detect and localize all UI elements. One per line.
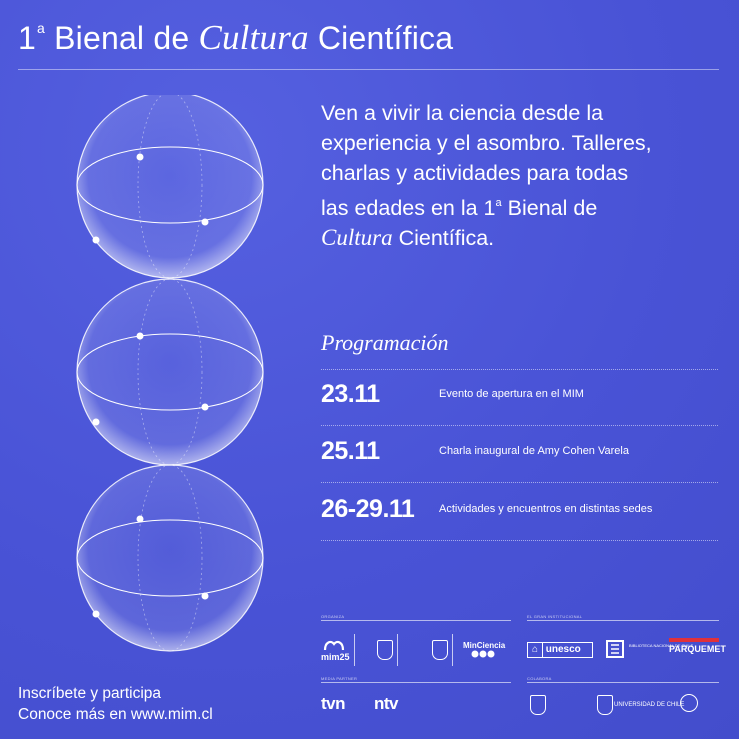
event-description: Evento de apertura en el MIM [439,388,584,400]
event-row: 26-29.11 Actividades y encuentros en dis… [321,491,718,531]
intro-text: Ven a vivir la ciencia desde la experien… [321,101,652,250]
event-row: 25.11 Charla inaugural de Amy Cohen Vare… [321,433,718,473]
page-title: 1a Bienal de Cultura Científica [18,18,454,57]
university-seal-icon [680,694,698,712]
colabora-label: COLABORA [527,676,552,681]
sponsor-divider [527,620,719,621]
uchile-logo: UNIVERSIDAD DE CHILE [614,702,685,708]
sphere-2 [76,278,264,466]
program-divider [321,369,718,370]
event-date: 25.11 [321,437,380,465]
sponsor-divider [321,620,511,621]
gov-crest-icon [432,640,448,660]
program-divider [321,540,718,541]
sponsor-divider [321,682,511,683]
program-divider [321,482,718,483]
logo-separator [397,634,398,666]
gov-crest-icon [377,640,393,660]
cta-link[interactable]: Conoce más en www.mim.cl [18,706,213,723]
program-heading: Programación [321,330,449,355]
spheres-illustration [76,95,264,652]
parquemet-logo: PARQUEMET [669,638,726,654]
minciencia-logo: MinCiencia [463,641,505,658]
tvn-logo: TVN [321,694,346,713]
event-description: Charla inaugural de Amy Cohen Varela [439,445,629,457]
media-partner-label: MEDIA PARTNER [321,676,358,681]
sphere-1 [76,95,264,279]
uchile-crest-icon [597,695,613,715]
sphere-3 [76,464,264,652]
university-crest-icon [530,695,546,715]
organiza-label: ORGANIZA [321,614,345,619]
ntv-logo: NTV [374,694,399,713]
event-description: Actividades y encuentros en distintas se… [439,503,653,515]
logo-separator [452,634,453,666]
call-to-action: Inscríbete y participa Conoce más en www… [18,683,213,725]
mim-logo: mim25 [321,638,350,662]
title-divider [18,69,719,70]
event-date: 26-29.11 [321,495,415,523]
program-divider [321,425,718,426]
sponsor-divider [527,682,719,683]
unesco-logo: ⌂ unesco [527,642,593,658]
cta-line-1: Inscríbete y participa [18,685,162,702]
event-date: 23.11 [321,380,380,408]
institucional-label: EL GRAN INSTITUCIONAL [527,614,583,619]
logo-separator [354,634,355,666]
event-row: 23.11 Evento de apertura en el MIM [321,376,718,416]
